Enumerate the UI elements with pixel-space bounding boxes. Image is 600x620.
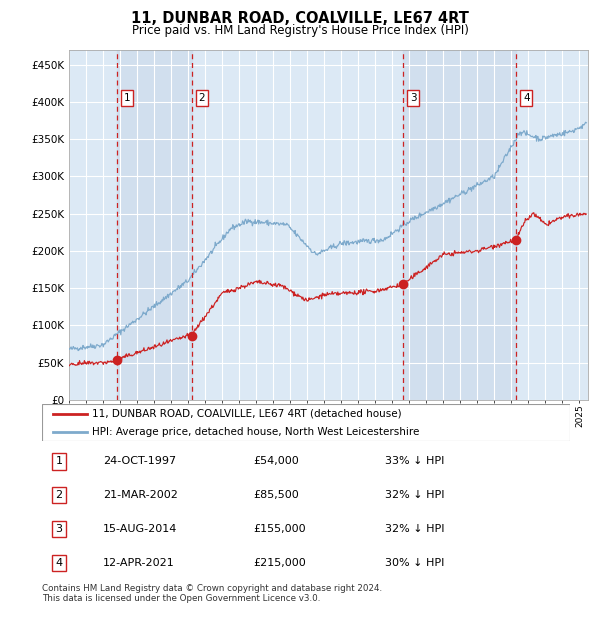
Text: £54,000: £54,000 bbox=[253, 456, 299, 466]
Text: 33% ↓ HPI: 33% ↓ HPI bbox=[385, 456, 445, 466]
Text: 11, DUNBAR ROAD, COALVILLE, LE67 4RT: 11, DUNBAR ROAD, COALVILLE, LE67 4RT bbox=[131, 11, 469, 26]
Text: 24-OCT-1997: 24-OCT-1997 bbox=[103, 456, 176, 466]
Text: 2: 2 bbox=[55, 490, 62, 500]
Bar bbox=[117, 50, 192, 400]
Text: 32% ↓ HPI: 32% ↓ HPI bbox=[385, 524, 445, 534]
Text: Contains HM Land Registry data © Crown copyright and database right 2024.
This d: Contains HM Land Registry data © Crown c… bbox=[42, 584, 382, 603]
Text: 1: 1 bbox=[55, 456, 62, 466]
Text: 21-MAR-2002: 21-MAR-2002 bbox=[103, 490, 178, 500]
Text: HPI: Average price, detached house, North West Leicestershire: HPI: Average price, detached house, Nort… bbox=[92, 427, 419, 437]
Text: 4: 4 bbox=[523, 93, 530, 103]
Text: £85,500: £85,500 bbox=[253, 490, 299, 500]
Text: 1: 1 bbox=[124, 93, 130, 103]
Text: 4: 4 bbox=[55, 558, 62, 568]
Text: 2: 2 bbox=[199, 93, 205, 103]
Text: 3: 3 bbox=[410, 93, 416, 103]
Text: 32% ↓ HPI: 32% ↓ HPI bbox=[385, 490, 445, 500]
Text: Price paid vs. HM Land Registry's House Price Index (HPI): Price paid vs. HM Land Registry's House … bbox=[131, 24, 469, 37]
Text: 11, DUNBAR ROAD, COALVILLE, LE67 4RT (detached house): 11, DUNBAR ROAD, COALVILLE, LE67 4RT (de… bbox=[92, 409, 402, 419]
Text: 12-APR-2021: 12-APR-2021 bbox=[103, 558, 175, 568]
FancyBboxPatch shape bbox=[42, 404, 570, 441]
Text: 3: 3 bbox=[55, 524, 62, 534]
Bar bbox=[403, 50, 516, 400]
Text: 30% ↓ HPI: 30% ↓ HPI bbox=[385, 558, 445, 568]
Text: £155,000: £155,000 bbox=[253, 524, 306, 534]
Text: £215,000: £215,000 bbox=[253, 558, 306, 568]
Text: 15-AUG-2014: 15-AUG-2014 bbox=[103, 524, 177, 534]
